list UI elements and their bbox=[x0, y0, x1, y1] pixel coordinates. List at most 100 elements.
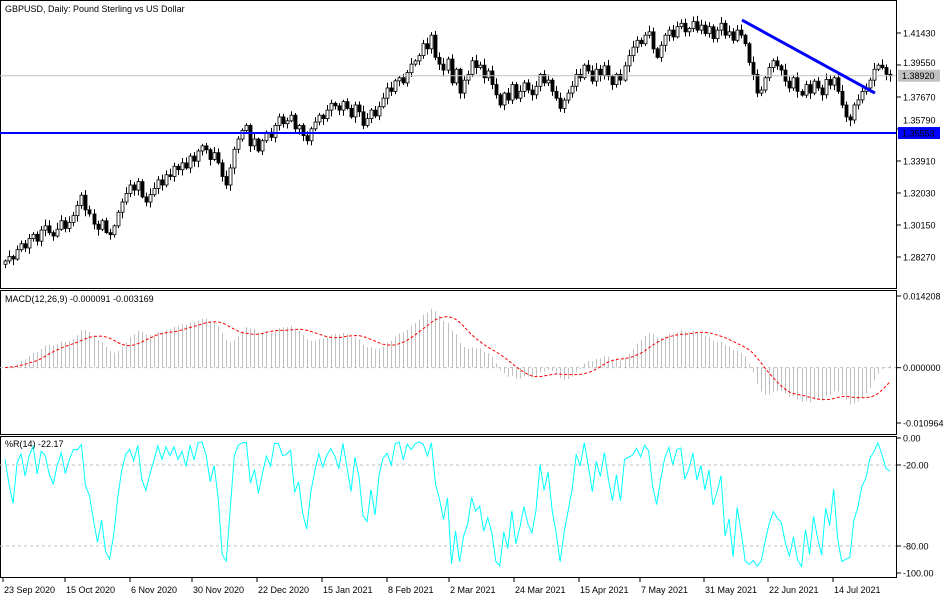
candle-body bbox=[856, 99, 861, 106]
candle-body bbox=[353, 104, 358, 118]
date-tick-label: 24 Mar 2021 bbox=[515, 585, 566, 595]
candle-body bbox=[582, 64, 587, 79]
candle-body bbox=[71, 215, 76, 223]
candle-body bbox=[172, 165, 177, 177]
candle-body bbox=[667, 29, 672, 36]
date-tick-label: 30 Nov 2020 bbox=[193, 585, 244, 595]
candle-body bbox=[860, 90, 865, 101]
candle-body bbox=[647, 31, 652, 36]
candle-body bbox=[763, 77, 768, 91]
candle-body bbox=[244, 125, 249, 131]
wpr-line bbox=[4, 441, 891, 569]
price-tag bbox=[898, 127, 940, 140]
candle-body bbox=[188, 155, 193, 169]
candle-body bbox=[554, 90, 559, 99]
candle-body bbox=[844, 104, 849, 118]
candle-body bbox=[478, 64, 483, 68]
candle-body bbox=[450, 58, 455, 84]
candle-body bbox=[216, 152, 221, 164]
candle-body bbox=[100, 220, 105, 230]
candle-body bbox=[405, 72, 410, 84]
candle-body bbox=[610, 75, 615, 85]
candle-body bbox=[739, 29, 744, 36]
candle-body bbox=[321, 114, 326, 120]
candle-body bbox=[83, 194, 88, 211]
candle-body bbox=[808, 84, 813, 94]
candle-body bbox=[723, 22, 728, 36]
date-tick-label: 2 Mar 2021 bbox=[450, 585, 496, 595]
candle-body bbox=[836, 77, 841, 92]
candle-body bbox=[602, 65, 607, 76]
candle-body bbox=[715, 29, 720, 40]
candle-body bbox=[281, 116, 286, 125]
date-tick-label: 22 Dec 2020 bbox=[258, 585, 309, 595]
candle-body bbox=[791, 77, 796, 89]
candle-body bbox=[349, 108, 354, 118]
candle-body bbox=[248, 125, 253, 147]
candle-body bbox=[393, 80, 398, 92]
candle-body bbox=[108, 232, 113, 236]
candle-body bbox=[643, 34, 648, 45]
candle-body bbox=[357, 104, 362, 113]
candle-body bbox=[795, 77, 800, 92]
candle-body bbox=[19, 243, 24, 251]
candle-body bbox=[204, 145, 209, 151]
candle-body bbox=[305, 135, 310, 142]
candle-body bbox=[598, 68, 603, 76]
candle-body bbox=[707, 26, 712, 34]
wpr-tick-label: 0.00 bbox=[903, 434, 921, 444]
candle-body bbox=[15, 249, 20, 260]
candle-body bbox=[232, 148, 237, 169]
candle-body bbox=[140, 181, 145, 198]
wpr-label: %R(14) -22.17 bbox=[5, 439, 64, 449]
candle-body bbox=[514, 84, 519, 99]
candle-body bbox=[309, 128, 314, 142]
candle-body bbox=[550, 79, 555, 92]
candle-body bbox=[75, 205, 80, 217]
candle-body bbox=[220, 162, 225, 177]
candle-body bbox=[655, 48, 660, 58]
candle-body bbox=[832, 77, 837, 86]
candle-body bbox=[566, 92, 571, 101]
candle-body bbox=[385, 87, 390, 99]
candle-body bbox=[148, 194, 153, 203]
candle-body bbox=[200, 145, 205, 152]
candle-body bbox=[397, 77, 402, 82]
axes: 1.41430 1.39550 1.37670 1.35790 1.33910 1.320… bbox=[2, 29, 944, 595]
candle-body bbox=[639, 39, 644, 45]
candle-body bbox=[401, 77, 406, 84]
candle-body bbox=[816, 80, 821, 89]
candle-body bbox=[530, 89, 535, 96]
candle-body bbox=[329, 102, 334, 111]
candle-body bbox=[256, 138, 261, 152]
candle-body bbox=[510, 84, 515, 101]
candle-body bbox=[574, 73, 579, 87]
candle-body bbox=[168, 174, 173, 177]
candle-body bbox=[522, 82, 527, 92]
candle-body bbox=[144, 196, 149, 203]
candle-body bbox=[470, 60, 475, 75]
candles bbox=[0, 15, 896, 269]
candle-body bbox=[63, 220, 68, 229]
candle-body bbox=[623, 65, 628, 81]
candle-body bbox=[51, 232, 56, 237]
candle-body bbox=[446, 58, 451, 71]
price-tag-label: 1.38920 bbox=[902, 71, 935, 81]
wpr-tick-label: -80.00 bbox=[903, 542, 929, 552]
candle-body bbox=[293, 114, 298, 130]
candle-body bbox=[128, 184, 133, 194]
candle-body bbox=[699, 24, 704, 31]
candle-body bbox=[212, 152, 217, 160]
candle-body bbox=[417, 55, 422, 62]
candle-body bbox=[502, 92, 507, 106]
candle-body bbox=[884, 67, 889, 75]
candle-body bbox=[124, 193, 129, 203]
candle-body bbox=[635, 39, 640, 48]
candle-body bbox=[277, 116, 282, 126]
candle-body bbox=[389, 87, 394, 92]
candle-body bbox=[546, 79, 551, 84]
candle-body bbox=[779, 65, 784, 71]
candle-body bbox=[23, 243, 28, 249]
williams-r-indicator bbox=[0, 441, 896, 569]
